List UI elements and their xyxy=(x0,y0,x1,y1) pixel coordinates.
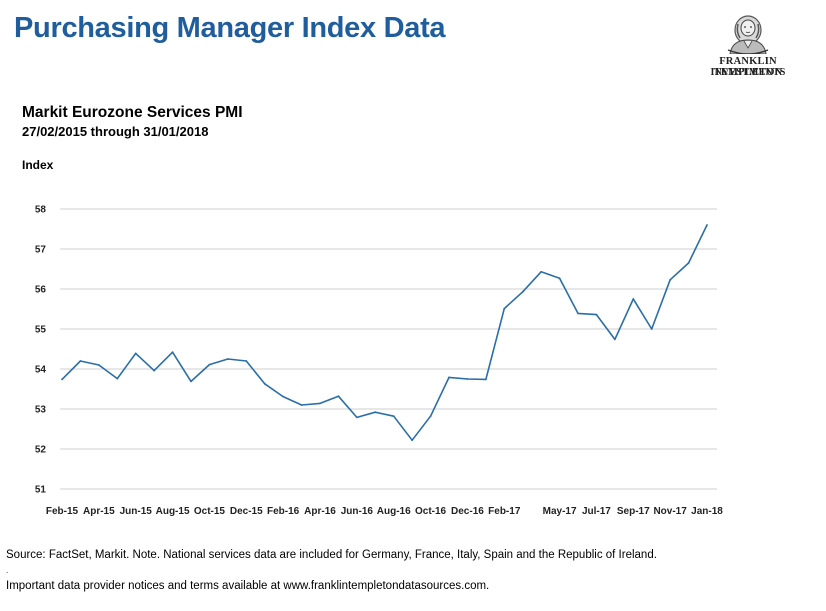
page-title: Purchasing Manager Index Data xyxy=(14,12,446,44)
x-tick-label: Apr-16 xyxy=(304,506,336,517)
y-tick-label: 55 xyxy=(35,325,47,336)
chart-title: Markit Eurozone Services PMI xyxy=(22,104,243,121)
y-tick-label: 57 xyxy=(35,245,47,256)
x-tick-label: Jun-15 xyxy=(120,506,153,517)
data-point xyxy=(97,364,100,366)
data-point xyxy=(669,278,672,281)
data-point xyxy=(116,377,119,380)
x-tick-label: Oct-16 xyxy=(415,506,447,517)
data-point xyxy=(245,360,248,362)
data-point xyxy=(61,378,63,381)
y-tick-label: 51 xyxy=(35,485,47,496)
data-point xyxy=(540,270,543,273)
data-point xyxy=(632,298,635,300)
x-tick-label: Jun-16 xyxy=(341,506,374,517)
data-point xyxy=(319,402,321,405)
data-point xyxy=(226,358,229,360)
series-line xyxy=(61,224,708,441)
data-point xyxy=(374,411,377,414)
data-point xyxy=(448,376,450,379)
data-point xyxy=(521,290,524,293)
x-tick-label: Jan-18 xyxy=(691,506,723,517)
x-tick-label: Nov-17 xyxy=(653,506,687,517)
data-point xyxy=(577,312,579,315)
source-note: Source: FactSet, Markit. Note. National … xyxy=(6,549,657,561)
x-tick-label: Sep-17 xyxy=(617,506,650,517)
data-point xyxy=(79,360,82,362)
x-tick-label: Jul-17 xyxy=(582,506,611,517)
data-point xyxy=(208,363,211,366)
x-tick-label: Dec-15 xyxy=(230,506,263,517)
data-point xyxy=(484,378,487,381)
chart-subtitle: 27/02/2015 through 31/01/2018 xyxy=(22,124,209,139)
y-tick-label: 53 xyxy=(35,405,47,416)
data-point xyxy=(355,416,358,419)
data-point xyxy=(263,382,266,385)
data-point xyxy=(153,369,156,372)
franklin-templeton-logo: FRANKLIN TEMPLETON INVESTMENTS xyxy=(688,14,808,78)
data-point xyxy=(300,404,303,406)
y-tick-label: 52 xyxy=(35,445,47,456)
data-point xyxy=(429,415,432,418)
data-point xyxy=(650,328,653,330)
data-point xyxy=(134,352,137,355)
data-point xyxy=(595,313,598,316)
footer-separator: . xyxy=(6,566,9,575)
data-point xyxy=(503,307,506,310)
benjamin-franklin-portrait-icon xyxy=(727,15,769,54)
x-tick-label: Feb-16 xyxy=(267,506,300,517)
logo-wordmark: FRANKLIN TEMPLETON xyxy=(713,56,783,78)
logo-wordmark-sub: INVESTMENTS xyxy=(710,67,786,78)
x-tick-label: Feb-15 xyxy=(46,506,79,517)
data-point xyxy=(687,262,690,264)
data-point xyxy=(466,378,469,380)
y-axis-label: Index xyxy=(22,158,54,172)
data-point xyxy=(392,415,395,418)
data-point xyxy=(282,395,285,398)
y-tick-label: 58 xyxy=(35,205,47,216)
x-tick-label: Aug-15 xyxy=(156,506,190,517)
data-point xyxy=(411,439,414,442)
data-point xyxy=(613,338,616,341)
data-point xyxy=(558,277,561,280)
x-tick-label: Feb-17 xyxy=(488,506,521,517)
data-point xyxy=(706,224,708,226)
data-point xyxy=(337,395,340,398)
x-tick-label: Oct-15 xyxy=(194,506,226,517)
x-tick-label: May-17 xyxy=(543,506,577,517)
data-point xyxy=(190,380,192,383)
x-tick-label: Aug-16 xyxy=(377,506,411,517)
data-point xyxy=(171,351,174,354)
x-tick-label: Apr-15 xyxy=(83,506,115,517)
data-provider-notice: Important data provider notices and term… xyxy=(6,580,490,592)
x-tick-label: Dec-16 xyxy=(451,506,484,517)
y-tick-label: 54 xyxy=(35,365,47,376)
y-tick-label: 56 xyxy=(35,285,47,296)
